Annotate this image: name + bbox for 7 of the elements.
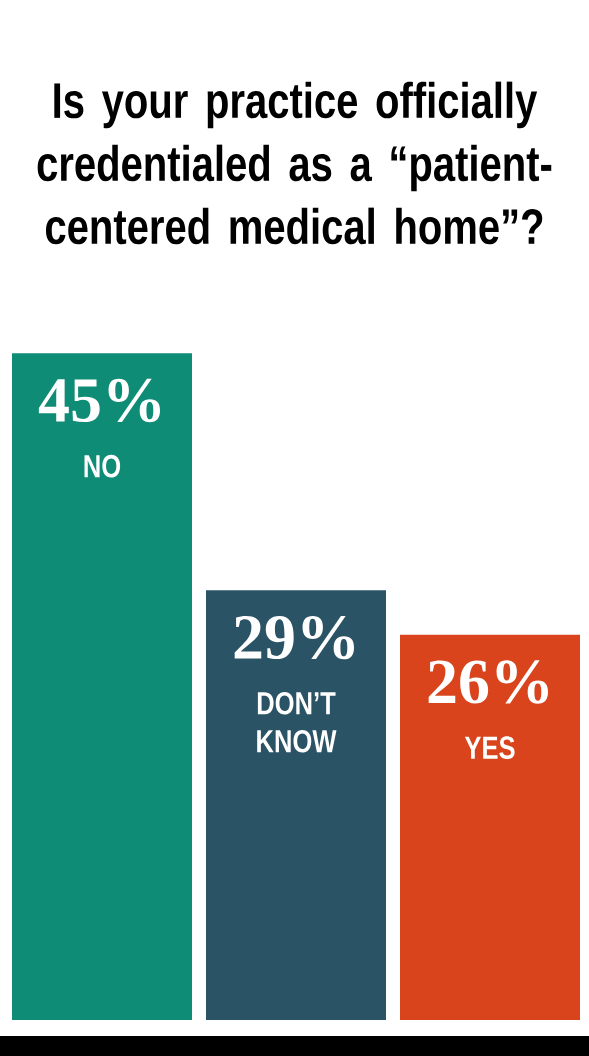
data-label: 26% xyxy=(428,660,548,704)
data-label: 45% xyxy=(38,378,160,423)
x-tick-label: DON’T KNOW xyxy=(257,691,337,753)
x-tick-label: YES xyxy=(464,736,515,759)
x-tick-label: NO xyxy=(84,454,121,478)
data-label: 29% xyxy=(234,615,354,660)
chart-title: Is your practice officially credentialed as a “patient-centered medical home”? xyxy=(37,81,552,245)
